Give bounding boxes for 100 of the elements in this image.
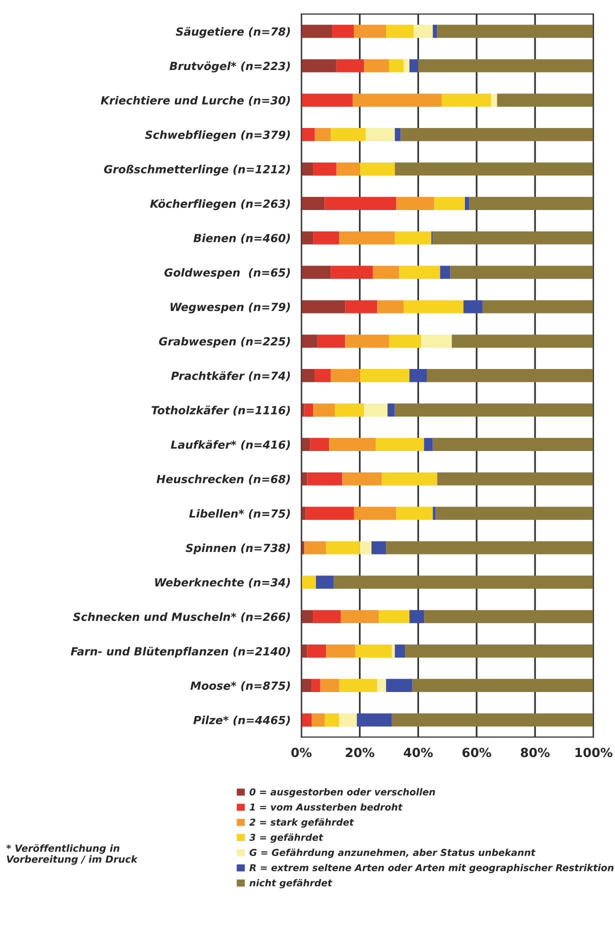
bar (307, 644, 326, 658)
bar (301, 713, 312, 726)
y-tick-label: Weberknechte (n=34) (155, 578, 290, 588)
bar (324, 713, 340, 726)
bar (314, 369, 331, 382)
bar (339, 678, 378, 692)
bar (313, 231, 340, 244)
bar (378, 610, 410, 624)
bar (371, 541, 386, 554)
bar (330, 266, 373, 279)
bar (334, 403, 364, 417)
y-tick-label: Schnecken und Muscheln* (n=266) (73, 612, 290, 622)
bar (301, 94, 352, 107)
y-tick-label: Säugetiere (n=78) (176, 27, 290, 38)
legend-label: G = Gefährdung anzunehmen, aber Status unbekannt (250, 848, 536, 858)
bar (317, 334, 346, 348)
bar (324, 196, 396, 210)
bar (491, 94, 498, 107)
bar (339, 231, 395, 244)
bar (388, 334, 422, 348)
y-tick-label: Kriechtiere und Lurche (n=30) (100, 96, 290, 106)
legend-label: 2 = stark gefährdet (249, 818, 354, 828)
bar (364, 59, 389, 72)
bar (409, 610, 424, 624)
bar (405, 644, 594, 658)
bar (360, 162, 395, 176)
y-tick-label: Wegwespen (n=79) (170, 302, 290, 314)
bar (394, 403, 594, 417)
x-tick-label: 60% (462, 748, 492, 758)
bar (313, 403, 335, 417)
bar (307, 472, 342, 486)
bar (392, 713, 594, 726)
bar (399, 266, 440, 279)
y-tick-label: Pilze* (n=4465) (193, 716, 290, 726)
bar (386, 541, 594, 554)
bar (301, 438, 310, 451)
bar (355, 644, 392, 658)
bar (313, 610, 341, 624)
bar (312, 713, 325, 726)
legend-label: 0 = ausgestorben oder verschollen (250, 788, 435, 798)
bar (304, 403, 314, 417)
bar (301, 300, 346, 314)
bar (394, 644, 406, 658)
bar (437, 24, 594, 38)
bar (450, 266, 594, 279)
bar (394, 231, 432, 244)
bar (301, 610, 314, 624)
bar (301, 24, 332, 38)
bar (432, 24, 438, 38)
y-tick-label: Spinnen (n=738) (186, 544, 290, 554)
bar (301, 59, 336, 72)
bar (394, 162, 594, 176)
bar (388, 403, 395, 417)
bar (313, 162, 336, 176)
bar (326, 644, 356, 658)
bar (336, 59, 364, 72)
bar (301, 576, 316, 589)
y-tick-label: Laufkäfer* (n=416) (170, 440, 290, 450)
y-tick-label: Totholzkäfer (n=1116) (152, 406, 290, 416)
x-tick-label: 40% (404, 748, 433, 758)
bar (330, 128, 366, 142)
x-tick-label: 0% (291, 748, 312, 758)
bar (482, 300, 594, 314)
bar (436, 506, 594, 520)
bar (388, 59, 404, 72)
bar (345, 300, 378, 314)
bar (464, 196, 470, 210)
bar (418, 59, 594, 72)
bar (424, 438, 433, 451)
bar (382, 472, 438, 486)
text: * Veröffentlichung in Vorbereitung / im Druck (6, 844, 138, 865)
bar (333, 576, 594, 589)
bar (372, 266, 400, 279)
x-tick-label: 80% (520, 748, 550, 758)
bar (437, 472, 594, 486)
bar (326, 541, 360, 554)
bar (354, 506, 396, 520)
bar (352, 94, 442, 107)
bar (332, 24, 354, 38)
bar (463, 300, 482, 314)
bar (301, 196, 325, 210)
bar (392, 644, 395, 658)
bar (312, 678, 320, 692)
bar (432, 438, 594, 451)
bar (404, 59, 410, 72)
y-tick-label: Großschmetterlinge (n=1212) (104, 164, 290, 176)
bar (301, 231, 314, 244)
bar (424, 610, 594, 624)
y-tick-label: Goldwespen (n=65) (164, 268, 290, 279)
bar (376, 438, 424, 451)
y-tick-label: Bienen (n=460) (194, 234, 290, 244)
bar (301, 334, 318, 348)
bar (452, 334, 594, 348)
bar (440, 266, 450, 279)
bar (336, 162, 360, 176)
bar (306, 506, 354, 520)
x-tick-label: 20% (346, 748, 374, 758)
legend-label: R = extrem seltene Arten oder Arten mit geographischer Restriktion (249, 864, 614, 874)
y-tick-label: Libellen* (n=75) (189, 509, 290, 520)
bar (409, 369, 427, 382)
